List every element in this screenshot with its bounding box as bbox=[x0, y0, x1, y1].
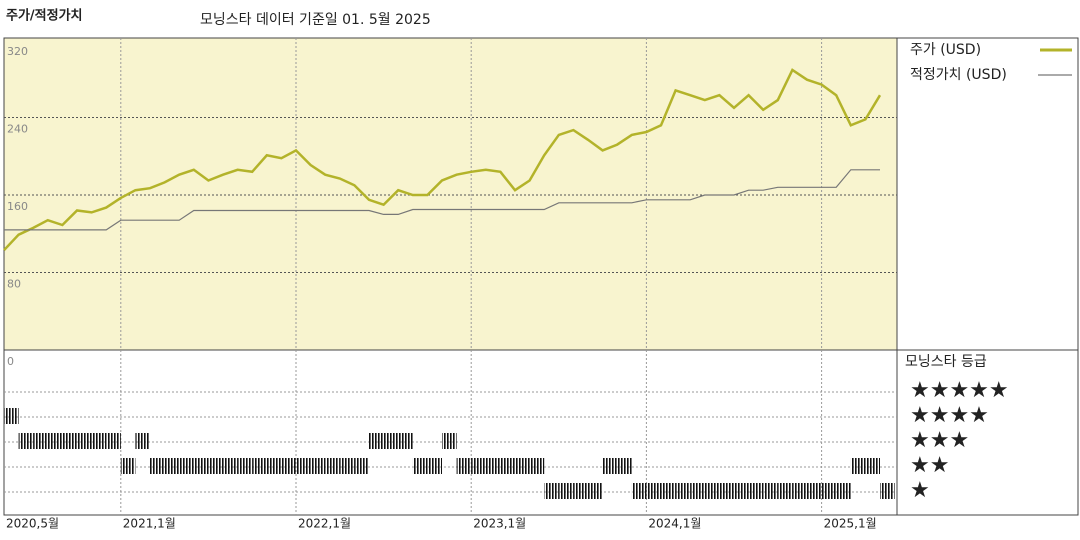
rating-bar bbox=[865, 458, 880, 474]
chart-title: 주가/적정가치 bbox=[6, 8, 83, 24]
rating-bar bbox=[427, 458, 442, 474]
rating-bar bbox=[91, 433, 107, 449]
chart-subtitle: 모닝스타 데이터 기준일 01. 5월 2025 bbox=[200, 12, 431, 28]
rating-bar bbox=[500, 458, 515, 474]
rating-bar bbox=[150, 458, 165, 474]
y-tick-label: 240 bbox=[7, 123, 28, 136]
rating-bar bbox=[310, 458, 326, 474]
y-tick-label: 0 bbox=[7, 355, 14, 368]
rating-bar bbox=[529, 458, 545, 474]
rating-bar bbox=[646, 483, 661, 499]
rating-bar bbox=[792, 483, 807, 499]
rating-bar bbox=[47, 433, 63, 449]
series-line bbox=[4, 169, 880, 231]
rating-bar bbox=[807, 483, 822, 499]
rating-bar bbox=[383, 433, 399, 449]
rating-bar bbox=[18, 433, 34, 449]
rating-bar bbox=[748, 483, 764, 499]
rating-bar bbox=[164, 458, 180, 474]
rating-bar bbox=[339, 458, 355, 474]
rating-legend-label: ★★★ bbox=[910, 428, 969, 453]
rating-bar bbox=[106, 433, 121, 449]
rating-bar bbox=[836, 483, 851, 499]
rating-bar bbox=[208, 458, 223, 474]
rating-bar bbox=[734, 483, 749, 499]
rating-bar bbox=[33, 433, 48, 449]
rating-bar bbox=[573, 483, 588, 499]
rating-bar bbox=[515, 458, 530, 474]
rating-bar bbox=[544, 483, 559, 499]
x-tick-label: 2023,1월 bbox=[473, 517, 526, 531]
rating-legend-label: ★★ bbox=[910, 453, 949, 478]
rating-bar bbox=[179, 458, 194, 474]
rating-bar bbox=[471, 458, 486, 474]
y-tick-label: 160 bbox=[7, 200, 28, 213]
rating-bar bbox=[62, 433, 77, 449]
rating-bar bbox=[558, 483, 574, 499]
rating-bar bbox=[704, 483, 720, 499]
series-line bbox=[3, 68, 882, 252]
rating-legend-label: ★ bbox=[910, 478, 930, 503]
rating-bar bbox=[4, 408, 19, 424]
rating-title: 모닝스타 등급 bbox=[905, 354, 987, 370]
frame bbox=[3, 37, 1079, 516]
plot-background bbox=[4, 38, 897, 350]
y-tick-label: 80 bbox=[7, 278, 21, 291]
rating-bar bbox=[777, 483, 793, 499]
rating-bar bbox=[690, 483, 705, 499]
rating-bar bbox=[77, 433, 92, 449]
rating-bar bbox=[223, 458, 238, 474]
x-tick-label: 2020,5월 bbox=[6, 517, 59, 531]
rating-bar bbox=[135, 433, 150, 449]
rating-bar bbox=[442, 433, 457, 449]
legend-label: 적정가치 (USD) bbox=[910, 67, 1007, 83]
rating-bar bbox=[661, 483, 676, 499]
rating-bar bbox=[602, 458, 618, 474]
rating-bar bbox=[631, 483, 647, 499]
rating-bar bbox=[237, 458, 253, 474]
rating-bar bbox=[456, 458, 472, 474]
rating-bar bbox=[485, 458, 501, 474]
rating-bar bbox=[588, 483, 603, 499]
y-tick-label: 320 bbox=[7, 45, 28, 58]
rating-bar bbox=[850, 458, 866, 474]
rating-bar bbox=[719, 483, 734, 499]
rating-bar bbox=[398, 433, 413, 449]
rating-legend-label: ★★★★★ bbox=[910, 378, 1009, 403]
rating-bar bbox=[617, 458, 632, 474]
rating-bar bbox=[281, 458, 296, 474]
rating-bar bbox=[821, 483, 837, 499]
legend-label: 주가 (USD) bbox=[910, 42, 981, 58]
rating-bar bbox=[763, 483, 778, 499]
rating-bar bbox=[325, 458, 340, 474]
rating-bar bbox=[412, 458, 428, 474]
rating-bar bbox=[193, 458, 209, 474]
rating-bar bbox=[354, 458, 369, 474]
rating-bar bbox=[266, 458, 282, 474]
x-tick-label: 2024,1월 bbox=[648, 517, 701, 531]
rating-legend-label: ★★★★ bbox=[910, 403, 989, 428]
x-tick-label: 2022,1월 bbox=[298, 517, 351, 531]
rating-bar bbox=[880, 483, 895, 499]
x-tick-label: 2021,1월 bbox=[123, 517, 176, 531]
rating-bar bbox=[120, 458, 136, 474]
rating-bar bbox=[296, 458, 311, 474]
rating-bar bbox=[675, 483, 691, 499]
x-tick-label: 2025,1월 bbox=[824, 517, 877, 531]
rating-bar bbox=[369, 433, 384, 449]
rating-bar bbox=[252, 458, 267, 474]
